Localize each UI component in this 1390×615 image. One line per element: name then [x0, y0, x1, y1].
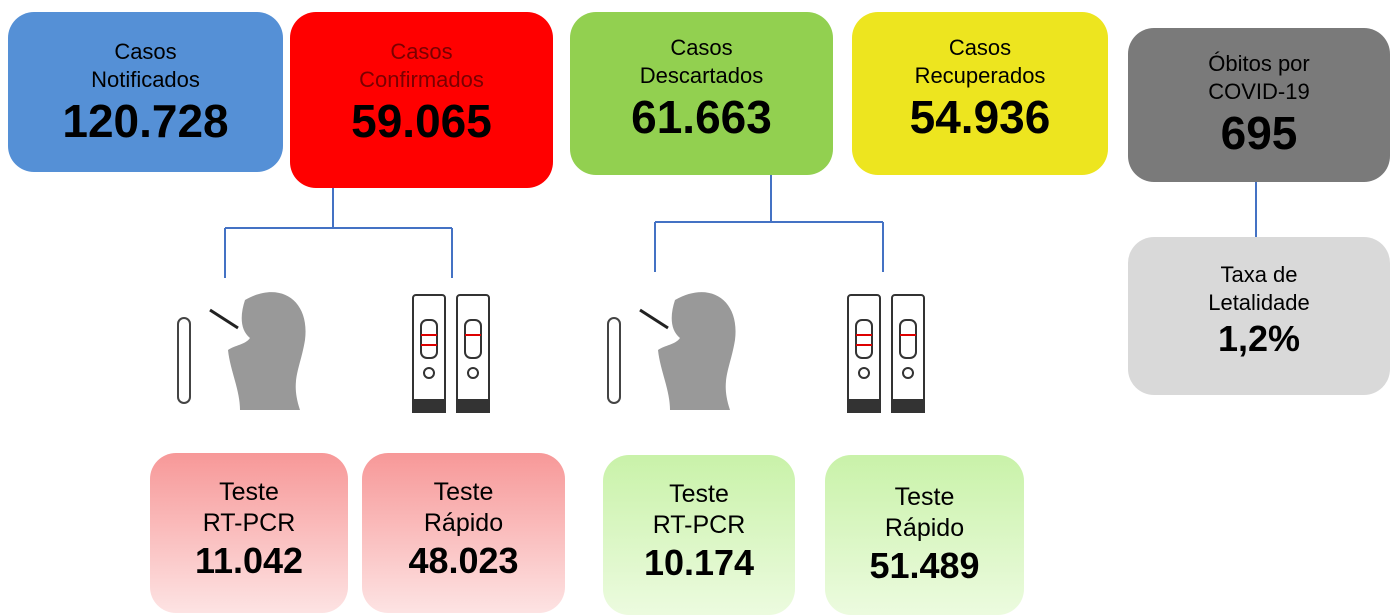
label: Óbitos por [1208, 51, 1310, 76]
test-box: Teste Rápido 51.489 [825, 455, 1024, 615]
label: Casos [670, 35, 733, 60]
connectors [224, 175, 1257, 278]
label: Confirmados [359, 67, 484, 92]
label: Letalidade [1208, 290, 1310, 315]
value: 11.042 [194, 540, 304, 581]
label: Teste [894, 483, 955, 511]
swab-icon [177, 292, 306, 410]
label: Teste [669, 480, 729, 508]
test-box: Teste Rápido 48.023 [362, 453, 565, 613]
label: COVID-19 [1208, 79, 1310, 104]
value: 120.728 [62, 95, 229, 147]
rapid-test-icon [412, 294, 490, 413]
label: Casos [390, 39, 453, 64]
recovered-box: Casos Recuperados 54.936 [852, 12, 1108, 175]
notified-box: Casos Notificados 120.728 [8, 12, 283, 172]
value: 54.936 [909, 91, 1051, 143]
label: Casos [114, 39, 177, 64]
label: Descartados [639, 63, 764, 88]
rapid-test-icon [847, 294, 925, 413]
value: 61.663 [631, 91, 772, 143]
lethality-box: Taxa de Letalidade 1,2% [1128, 237, 1390, 395]
deaths-box: Óbitos por COVID-19 695 [1128, 28, 1390, 182]
value: 51.489 [869, 545, 980, 586]
test-box: Teste RT-PCR 10.174 [603, 455, 795, 615]
swab-icon [606, 290, 738, 412]
value: 59.065 [351, 95, 492, 147]
label: Recuperados [914, 63, 1046, 88]
value: 48.023 [408, 540, 519, 581]
label: RT-PCR [202, 509, 296, 537]
label: Rápido [423, 509, 504, 537]
value: 1,2% [1217, 318, 1301, 359]
discarded-box: Casos Descartados 61.663 [570, 12, 833, 175]
confirmed-box: Casos Confirmados 59.065 [290, 12, 553, 188]
label: RT-PCR [652, 511, 746, 539]
label: Taxa de [1220, 262, 1298, 287]
label: Teste [433, 478, 494, 506]
value: 695 [1220, 107, 1298, 159]
label: Notificados [91, 67, 200, 92]
value: 10.174 [643, 542, 755, 583]
label: Teste [219, 478, 279, 506]
label: Casos [948, 35, 1012, 60]
label: Rápido [884, 514, 965, 542]
test-box: Teste RT-PCR 11.042 [150, 453, 348, 613]
